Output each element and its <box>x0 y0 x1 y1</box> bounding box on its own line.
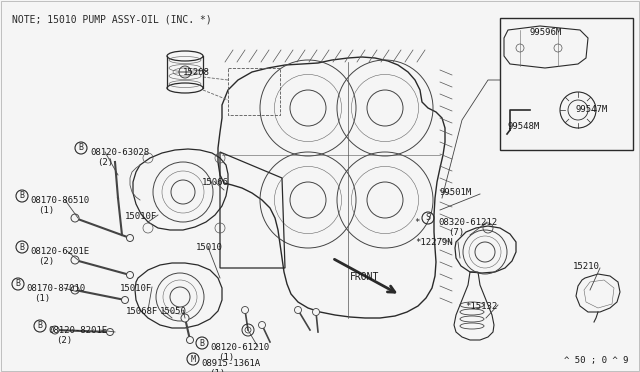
Text: 99596M: 99596M <box>530 28 563 37</box>
Circle shape <box>181 314 189 322</box>
Text: (1): (1) <box>218 353 234 362</box>
Circle shape <box>106 328 113 336</box>
Text: 15010F: 15010F <box>120 284 152 293</box>
Text: NOTE; 15010 PUMP ASSY-OIL (INC. *): NOTE; 15010 PUMP ASSY-OIL (INC. *) <box>12 14 212 24</box>
Text: 08120-61210: 08120-61210 <box>210 343 269 352</box>
Circle shape <box>71 256 79 264</box>
Text: 08120-6201E: 08120-6201E <box>30 247 89 256</box>
Text: M: M <box>191 355 195 363</box>
Text: 08120-63028: 08120-63028 <box>90 148 149 157</box>
Circle shape <box>241 307 248 314</box>
Text: (1): (1) <box>209 369 225 372</box>
Text: *15132: *15132 <box>465 302 497 311</box>
Text: 15210: 15210 <box>573 262 600 271</box>
Circle shape <box>259 321 266 328</box>
Text: 15066: 15066 <box>202 178 229 187</box>
Circle shape <box>71 286 79 294</box>
Text: B: B <box>79 144 83 153</box>
Text: ^ 50 ; 0 ^ 9: ^ 50 ; 0 ^ 9 <box>564 356 628 365</box>
Text: 08170-87010: 08170-87010 <box>26 284 85 293</box>
Text: (1): (1) <box>34 294 50 303</box>
Text: 08320-61212: 08320-61212 <box>438 218 497 227</box>
Text: 15050: 15050 <box>160 307 187 316</box>
Circle shape <box>294 307 301 314</box>
Text: 99501M: 99501M <box>440 188 472 197</box>
Text: S: S <box>426 214 431 222</box>
Circle shape <box>71 214 79 222</box>
Circle shape <box>312 308 319 315</box>
Text: B: B <box>200 339 205 347</box>
Text: B: B <box>19 192 24 201</box>
Text: FRONT: FRONT <box>350 272 380 282</box>
Text: B: B <box>15 279 20 289</box>
Text: 15068F: 15068F <box>126 307 158 316</box>
Text: 15208: 15208 <box>183 68 210 77</box>
Text: 99547M: 99547M <box>575 105 607 114</box>
Text: B: B <box>38 321 42 330</box>
Text: 15010F: 15010F <box>125 212 157 221</box>
Circle shape <box>122 296 129 304</box>
Circle shape <box>127 234 134 241</box>
Text: (2): (2) <box>97 158 113 167</box>
Text: *12279N: *12279N <box>415 238 452 247</box>
Text: 08120-8201E: 08120-8201E <box>48 326 107 335</box>
Text: 15010: 15010 <box>196 243 223 252</box>
Text: (2): (2) <box>56 336 72 345</box>
Circle shape <box>127 272 134 279</box>
Text: (2): (2) <box>38 257 54 266</box>
Text: *: * <box>415 218 426 227</box>
Bar <box>500 18 633 150</box>
Text: 99548M: 99548M <box>508 122 540 131</box>
Text: (1): (1) <box>38 206 54 215</box>
Text: 08915-1361A: 08915-1361A <box>201 359 260 368</box>
Circle shape <box>186 337 193 343</box>
Text: (7): (7) <box>448 228 464 237</box>
Text: 08170-86510: 08170-86510 <box>30 196 89 205</box>
Circle shape <box>51 326 59 334</box>
Text: B: B <box>19 243 24 251</box>
